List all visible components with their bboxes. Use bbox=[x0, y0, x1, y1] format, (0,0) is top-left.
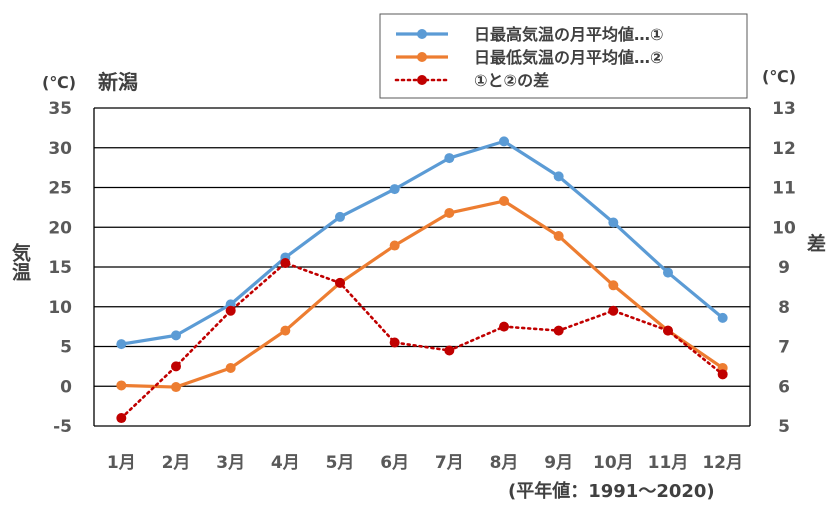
data-point bbox=[663, 267, 673, 278]
left-tick-label: 0 bbox=[60, 377, 72, 397]
legend-label: 日最低気温の月平均値…② bbox=[474, 48, 664, 67]
legend-label: ①と②の差 bbox=[474, 71, 549, 90]
data-point bbox=[116, 413, 127, 424]
data-point bbox=[717, 312, 728, 323]
series-layer bbox=[116, 136, 728, 424]
data-point bbox=[225, 305, 236, 316]
left-tick-label: 30 bbox=[48, 139, 72, 159]
data-point bbox=[663, 325, 673, 336]
data-point bbox=[608, 305, 619, 316]
x-tick-label: 10月 bbox=[593, 453, 634, 473]
series-line bbox=[121, 139, 724, 346]
chart-title: 新潟 bbox=[98, 70, 138, 94]
data-point bbox=[717, 369, 728, 380]
data-point bbox=[444, 345, 455, 356]
data-point bbox=[553, 171, 564, 182]
x-tick-label: 2月 bbox=[162, 453, 191, 473]
footnote: (平年値：1991〜2020) bbox=[508, 480, 715, 502]
right-tick-label: 5 bbox=[778, 417, 790, 437]
data-point bbox=[499, 136, 509, 147]
left-axis-label: 気温 bbox=[9, 242, 31, 281]
series-line bbox=[121, 199, 724, 389]
right-tick-label: 6 bbox=[778, 377, 790, 397]
left-tick-label: 25 bbox=[48, 179, 72, 199]
data-point bbox=[553, 325, 564, 336]
data-point bbox=[171, 330, 181, 341]
data-point bbox=[171, 382, 181, 393]
left-axis-unit: (℃) bbox=[42, 73, 76, 92]
right-axis-label: 差 bbox=[807, 232, 826, 255]
legend-swatch-marker bbox=[417, 75, 427, 85]
data-point bbox=[389, 240, 400, 251]
right-tick-label: 8 bbox=[778, 298, 790, 318]
right-tick-label: 9 bbox=[778, 258, 790, 278]
right-tick-label: 7 bbox=[778, 338, 790, 358]
right-axis-unit: (℃) bbox=[762, 67, 796, 86]
x-tick-label: 5月 bbox=[326, 453, 355, 473]
left-tick-label: 5 bbox=[60, 338, 72, 358]
x-tick-label: 8月 bbox=[490, 453, 519, 473]
data-point bbox=[499, 321, 509, 332]
legend-swatch-marker bbox=[417, 29, 427, 39]
left-tick-label: 15 bbox=[48, 258, 72, 278]
right-tick-label: 11 bbox=[772, 179, 796, 199]
x-axis-ticks: 1月 2月 3月 4月 5月 6月 7月 8月 9月 10月 11月 12月 bbox=[107, 453, 743, 473]
data-point bbox=[280, 258, 291, 269]
left-tick-label: 10 bbox=[48, 298, 72, 318]
x-tick-label: 3月 bbox=[216, 453, 245, 473]
data-point bbox=[553, 230, 564, 241]
left-tick-label: 35 bbox=[48, 99, 72, 119]
data-point bbox=[225, 362, 236, 373]
x-tick-label: 4月 bbox=[271, 453, 300, 473]
right-axis-ticks: 13 12 11 10 9 8 7 6 5 bbox=[772, 99, 796, 437]
data-point bbox=[335, 277, 345, 288]
data-point bbox=[389, 184, 400, 195]
data-point bbox=[389, 337, 400, 348]
data-point bbox=[335, 211, 345, 222]
legend-items: 日最高気温の月平均値…① 日最低気温の月平均値…② ①と②の差 bbox=[394, 25, 664, 90]
x-tick-label: 6月 bbox=[380, 453, 409, 473]
x-tick-label: 7月 bbox=[435, 453, 464, 473]
data-point bbox=[444, 207, 455, 218]
legend-swatch-marker bbox=[417, 52, 427, 62]
left-tick-label: -5 bbox=[53, 417, 72, 437]
x-tick-label: 11月 bbox=[648, 453, 689, 473]
data-point bbox=[280, 325, 291, 336]
left-axis-ticks: 35 30 25 20 15 10 5 0 -5 bbox=[48, 99, 72, 437]
data-point bbox=[608, 280, 619, 291]
left-tick-label: 20 bbox=[48, 218, 72, 238]
right-tick-label: 10 bbox=[772, 218, 796, 238]
data-point bbox=[171, 361, 181, 372]
data-point bbox=[116, 380, 127, 391]
x-tick-label: 1月 bbox=[107, 453, 136, 473]
data-point bbox=[444, 153, 455, 164]
series-line bbox=[120, 261, 724, 420]
x-tick-label: 9月 bbox=[544, 453, 573, 473]
right-tick-label: 12 bbox=[772, 139, 796, 159]
legend-label: 日最高気温の月平均値…① bbox=[474, 25, 664, 44]
data-point bbox=[116, 339, 127, 350]
right-tick-label: 13 bbox=[772, 99, 796, 119]
x-tick-label: 12月 bbox=[702, 453, 743, 473]
legend: 日最高気温の月平均値…① 日最低気温の月平均値…② ①と②の差 bbox=[379, 13, 748, 99]
grid-lines bbox=[93, 107, 751, 427]
data-point bbox=[608, 217, 619, 228]
data-point bbox=[499, 196, 509, 207]
